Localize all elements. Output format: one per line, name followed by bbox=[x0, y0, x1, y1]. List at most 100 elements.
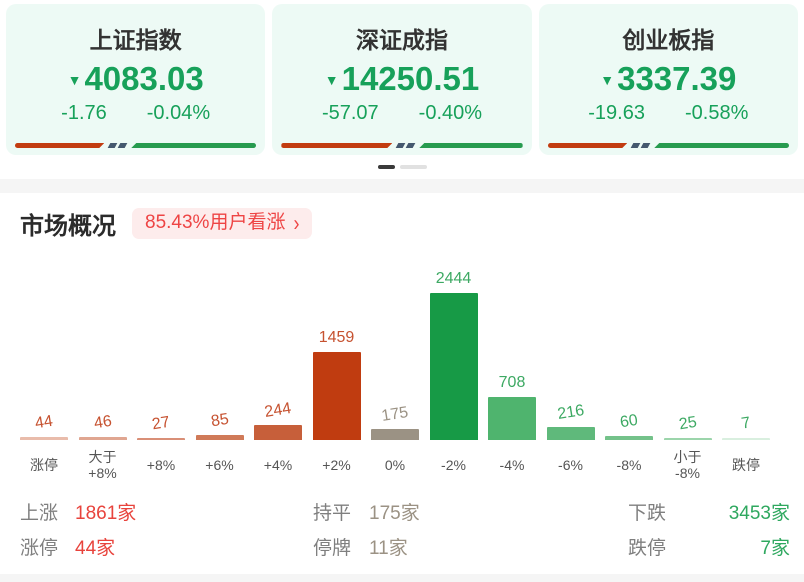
summary-value: 7家 bbox=[760, 538, 790, 559]
ratio-bar-down-segment bbox=[654, 143, 789, 148]
bottom-divider-band bbox=[0, 574, 804, 582]
chart-column: 216 -6% bbox=[546, 249, 595, 490]
chart-axis-label: +4% bbox=[263, 456, 293, 473]
index-name: 上证指数 bbox=[89, 27, 182, 53]
chart-bar-value: 2444 bbox=[435, 270, 472, 287]
chart-bar bbox=[488, 397, 536, 440]
index-card-chinext[interactable]: 创业板指 ▼ 3337.39 -19.63 -0.58% bbox=[538, 4, 798, 155]
summary-value: 175家 bbox=[369, 503, 420, 524]
chart-bar bbox=[605, 436, 653, 440]
summary-item-持平: 持平 175家 bbox=[313, 501, 420, 528]
up-down-ratio-bar bbox=[15, 143, 257, 148]
section-divider-band bbox=[0, 179, 804, 193]
chart-bar-value: 708 bbox=[498, 374, 526, 391]
up-down-ratio-bar bbox=[281, 143, 523, 148]
index-change-pct: -0.58% bbox=[684, 102, 749, 124]
summary-item-下跌: 下跌 3453家 bbox=[628, 501, 790, 528]
chart-column: 46 大于 +8% bbox=[78, 249, 127, 490]
index-cards-carousel: 上证指数 ▼ 4083.03 -1.76 -0.04% 深证成指 ▼ 14250… bbox=[6, 4, 798, 155]
summary-item-跌停: 跌停 7家 bbox=[628, 536, 790, 563]
index-value-row: ▼ 3337.39 bbox=[539, 62, 798, 95]
chart-bar bbox=[312, 352, 361, 440]
summary-row: 上涨 1861家 持平 175家 下跌 3453家 bbox=[0, 501, 804, 536]
ratio-bar-down-segment bbox=[419, 143, 523, 148]
chart-bar bbox=[722, 438, 770, 440]
summary-value: 3453家 bbox=[728, 503, 790, 524]
summary-label: 停牌 bbox=[313, 538, 352, 559]
summary-item-上涨: 上涨 1861家 bbox=[20, 501, 136, 528]
chart-column: 25 小于 -8% bbox=[663, 249, 712, 490]
chart-bar bbox=[78, 437, 127, 440]
market-overview-panel: 市场概况 85.43%用户看涨 › 44 涨停 46 大于 +8% 27 +8% 85 +6%… bbox=[0, 193, 804, 574]
summary-value: 11家 bbox=[369, 538, 408, 559]
chart-bar bbox=[429, 293, 478, 440]
index-change-pct: -0.40% bbox=[418, 102, 483, 124]
ratio-bar-down-segment bbox=[131, 143, 257, 148]
summary-label: 跌停 bbox=[628, 538, 667, 559]
index-value: 3337.39 bbox=[617, 60, 737, 97]
down-triangle-icon: ▼ bbox=[324, 71, 339, 88]
ratio-bar-up-segment bbox=[548, 143, 628, 148]
chart-axis-label: 小于 -8% bbox=[673, 448, 702, 481]
index-name: 创业板指 bbox=[622, 27, 715, 53]
chart-axis-label: -2% bbox=[441, 456, 466, 473]
sentiment-badge[interactable]: 85.43%用户看涨 › bbox=[132, 208, 313, 239]
chart-axis-label: +2% bbox=[322, 456, 351, 473]
summary-label: 下跌 bbox=[628, 503, 667, 524]
chart-axis-label: -6% bbox=[558, 456, 583, 473]
chart-bar bbox=[371, 429, 419, 440]
chart-column: 60 -8% bbox=[605, 249, 653, 490]
index-card-shenzhen[interactable]: 深证成指 ▼ 14250.51 -57.07 -0.40% bbox=[272, 4, 532, 155]
index-change-pct: -0.04% bbox=[146, 102, 211, 124]
chart-column: 244 +4% bbox=[254, 249, 302, 490]
chart-column: 44 涨停 bbox=[20, 249, 68, 490]
index-change: -19.63 bbox=[588, 102, 645, 124]
chart-column: 27 +8% bbox=[137, 249, 185, 490]
index-change: -57.07 bbox=[321, 102, 379, 124]
sentiment-badge-label: 85.43%用户看涨 bbox=[145, 212, 286, 234]
chart-axis-label: 涨停 bbox=[30, 456, 58, 473]
index-change: -1.76 bbox=[61, 102, 107, 124]
chart-bar-value: 175 bbox=[380, 404, 410, 425]
panel-header: 市场概况 85.43%用户看涨 › bbox=[0, 193, 804, 241]
summary-label: 持平 bbox=[313, 503, 352, 524]
chart-axis-label: -8% bbox=[616, 456, 642, 473]
ratio-bar-divider-icon bbox=[395, 143, 416, 148]
ratio-bar-up-segment bbox=[281, 143, 392, 148]
chart-bar-value: 1459 bbox=[318, 329, 355, 346]
summary-value: 1861家 bbox=[75, 503, 137, 524]
summary-item-涨停: 涨停 44家 bbox=[20, 536, 115, 563]
summary-row: 涨停 44家 停牌 11家 跌停 7家 bbox=[0, 536, 804, 571]
chart-column: 1459 +2% bbox=[312, 249, 361, 490]
summary-item-停牌: 停牌 11家 bbox=[313, 536, 408, 563]
carousel-dot-active[interactable] bbox=[377, 165, 395, 169]
down-triangle-icon: ▼ bbox=[67, 71, 82, 88]
carousel-dot-inactive[interactable] bbox=[399, 165, 427, 169]
index-value: 4083.03 bbox=[84, 60, 204, 97]
chart-bar bbox=[663, 438, 712, 440]
chart-axis-label: +8% bbox=[146, 456, 176, 473]
ratio-bar-up-segment bbox=[15, 143, 104, 148]
up-down-ratio-bar bbox=[548, 143, 789, 148]
chart-axis-label: 大于 +8% bbox=[88, 448, 117, 481]
summary-value: 44家 bbox=[75, 538, 116, 559]
market-summary: 上涨 1861家 持平 175家 下跌 3453家涨停 44家 停牌 11家 跌停 7家 bbox=[0, 501, 804, 571]
down-triangle-icon: ▼ bbox=[600, 71, 615, 88]
carousel-dots bbox=[0, 165, 804, 169]
chart-column: 7 跌停 bbox=[722, 249, 770, 490]
chart-column: 175 0% bbox=[371, 249, 419, 490]
chart-column: 2444 -2% bbox=[429, 249, 478, 490]
chart-bar bbox=[137, 438, 185, 440]
chart-bar bbox=[195, 435, 244, 440]
page-title: 市场概况 bbox=[20, 213, 116, 240]
chart-axis-label: 0% bbox=[384, 456, 406, 473]
chart-bar-value: 244 bbox=[263, 400, 293, 421]
summary-label: 上涨 bbox=[20, 503, 59, 524]
chart-axis-label: 跌停 bbox=[732, 456, 760, 473]
chart-axis-label: -4% bbox=[499, 456, 525, 473]
summary-label: 涨停 bbox=[20, 538, 59, 559]
ratio-bar-divider-icon bbox=[107, 143, 128, 148]
index-card-shanghai[interactable]: 上证指数 ▼ 4083.03 -1.76 -0.04% bbox=[6, 4, 266, 155]
index-value: 14250.51 bbox=[341, 60, 480, 97]
